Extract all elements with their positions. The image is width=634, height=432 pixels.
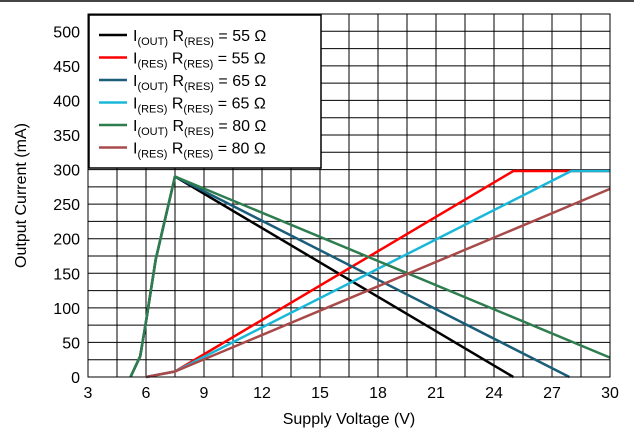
series-lines bbox=[129, 169, 611, 379]
legend: I(OUT) R(RES) = 55 Ω I(RES) R(RES) = 55 Ω… bbox=[88, 14, 322, 169]
y-tick-label: 250 bbox=[53, 197, 80, 214]
x-tick-label: 21 bbox=[427, 385, 445, 402]
legend-entry: I(OUT) R(RES) = 65 Ω bbox=[99, 73, 266, 93]
x-tick-label: 6 bbox=[142, 385, 151, 402]
y-tick-label: 150 bbox=[53, 266, 80, 283]
y-tick-label: 0 bbox=[71, 370, 80, 387]
series-line-1 bbox=[129, 175, 514, 379]
legend-label: I(RES) R(RES) = 55 Ω bbox=[133, 51, 266, 71]
x-tick-label: 18 bbox=[369, 385, 387, 402]
legend-entry: I(RES) R(RES) = 80 Ω bbox=[99, 141, 266, 161]
legend-box bbox=[88, 14, 322, 169]
y-tick-label: 500 bbox=[53, 24, 80, 41]
y-tick-label: 350 bbox=[53, 128, 80, 145]
x-tick-labels: 3 6 9 12 15 18 21 24 27 30 bbox=[84, 385, 619, 402]
x-axis-title: Supply Voltage (V) bbox=[283, 411, 416, 428]
legend-label: I(OUT) R(RES) = 65 Ω bbox=[133, 73, 266, 93]
x-tick-label: 9 bbox=[200, 385, 209, 402]
legend-label: I(OUT) R(RES) = 80 Ω bbox=[133, 118, 266, 138]
y-tick-labels: 0 50 100 150 200 250 300 350 400 450 500 bbox=[53, 24, 80, 387]
x-tick-label: 30 bbox=[601, 385, 619, 402]
y-tick-label: 200 bbox=[53, 232, 80, 249]
x-tick-label: 15 bbox=[311, 385, 329, 402]
x-tick-label: 27 bbox=[543, 385, 561, 402]
legend-entry: I(RES) R(RES) = 55 Ω bbox=[99, 51, 266, 71]
legend-label: I(RES) R(RES) = 80 Ω bbox=[133, 141, 266, 161]
series-line-6 bbox=[145, 187, 611, 379]
legend-entry: I(RES) R(RES) = 65 Ω bbox=[99, 96, 266, 116]
y-tick-label: 300 bbox=[53, 163, 80, 180]
y-tick-label: 400 bbox=[53, 93, 80, 110]
x-tick-label: 3 bbox=[84, 385, 93, 402]
plot-frame bbox=[87, 13, 611, 378]
legend-entry: I(OUT) R(RES) = 55 Ω bbox=[99, 28, 266, 48]
x-tick-label: 24 bbox=[485, 385, 503, 402]
y-axis-title: Output Current (mA) bbox=[13, 123, 30, 268]
legend-entry: I(OUT) R(RES) = 80 Ω bbox=[99, 118, 266, 138]
series-line-5 bbox=[129, 175, 611, 378]
y-tick-label: 100 bbox=[53, 301, 80, 318]
legend-label: I(RES) R(RES) = 65 Ω bbox=[133, 96, 266, 116]
legend-label: I(OUT) R(RES) = 55 Ω bbox=[133, 28, 266, 48]
x-tick-label: 12 bbox=[253, 385, 271, 402]
y-tick-label: 450 bbox=[53, 59, 80, 76]
y-tick-label: 50 bbox=[62, 335, 80, 352]
